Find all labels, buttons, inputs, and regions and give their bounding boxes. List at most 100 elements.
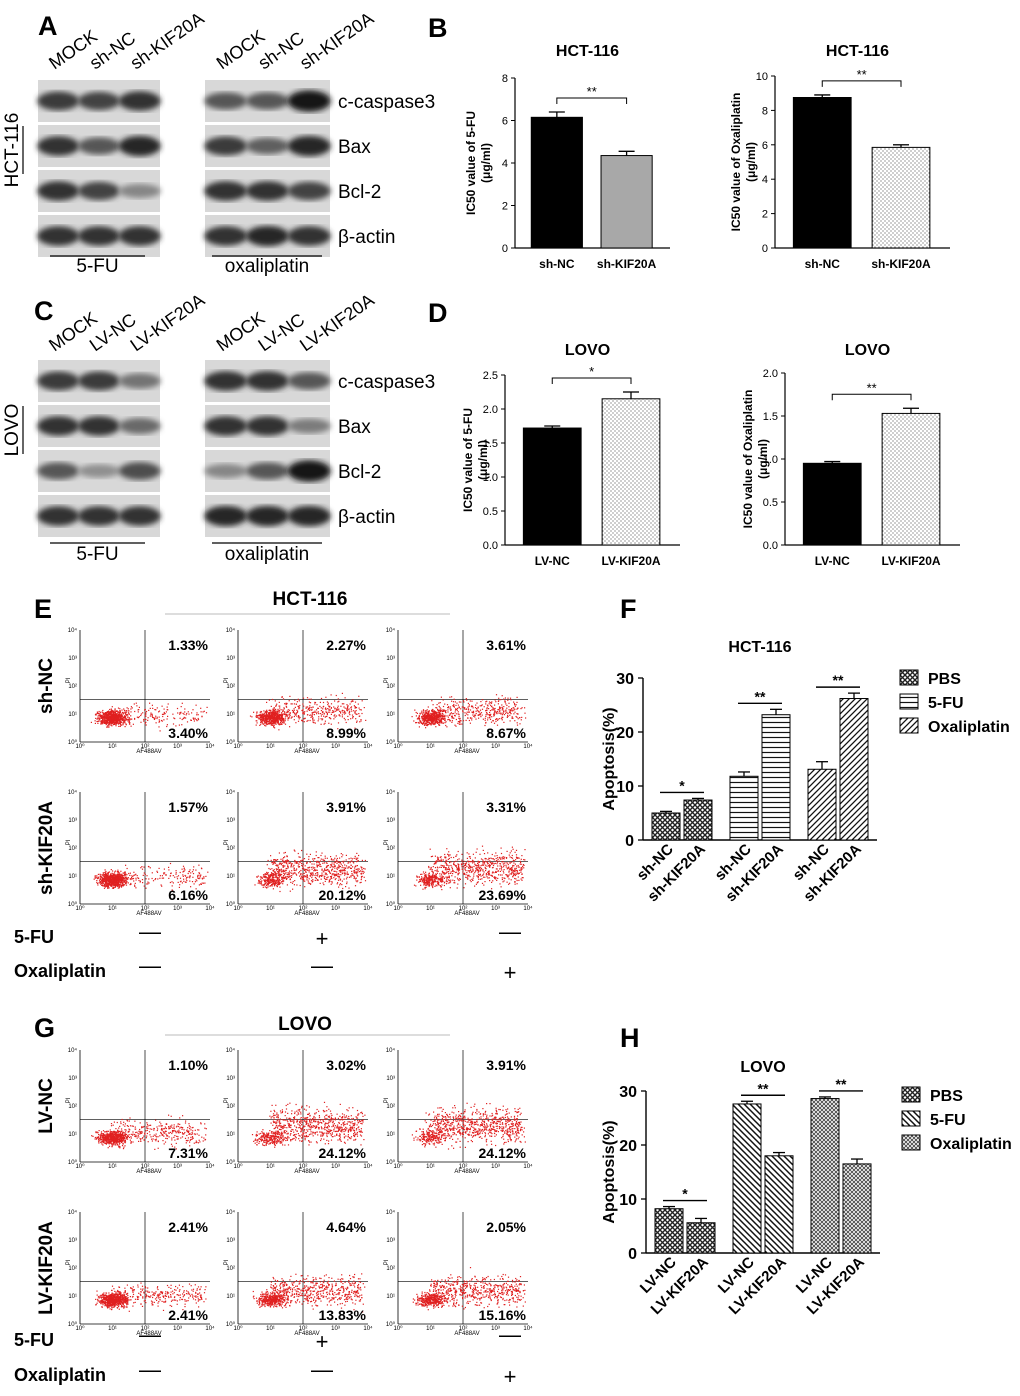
event-dot xyxy=(451,700,453,702)
event-dot xyxy=(312,866,314,868)
event-dot xyxy=(440,721,442,723)
event-dot xyxy=(174,718,176,720)
event-dot xyxy=(265,884,268,887)
event-dot xyxy=(151,715,153,717)
event-dot xyxy=(120,711,122,713)
drug-label: oxaliplatin xyxy=(225,544,310,565)
event-dot xyxy=(177,712,179,714)
event-dot xyxy=(302,867,304,869)
event-dot xyxy=(271,723,273,725)
event-dot xyxy=(281,696,283,698)
event-dot xyxy=(163,868,165,870)
event-dot xyxy=(279,707,281,709)
event-dot xyxy=(437,722,439,724)
event-dot xyxy=(150,712,152,714)
event-dot xyxy=(102,881,104,883)
event-dot xyxy=(109,708,111,711)
event-dot xyxy=(110,724,112,726)
event-dot xyxy=(361,866,363,869)
event-dot xyxy=(326,874,328,876)
event-dot xyxy=(267,859,269,862)
event-dot xyxy=(516,701,518,703)
event-dot xyxy=(432,715,434,717)
event-dot xyxy=(330,865,333,867)
event-dot xyxy=(316,864,318,866)
event-dot xyxy=(115,875,117,877)
event-dot xyxy=(268,882,270,884)
event-dot xyxy=(179,884,181,886)
plot-x-label: AF488AV xyxy=(294,749,319,755)
protein-label: Bcl-2 xyxy=(338,462,381,483)
event-dot xyxy=(189,877,191,879)
bar xyxy=(764,1155,794,1254)
event-dot xyxy=(266,879,268,881)
chart-apoptosis-lovo: LOVO0102030Apoptosis(%)LV-NCLV-KIF20A*LV… xyxy=(601,1059,1012,1318)
event-dot xyxy=(292,710,294,713)
event-dot xyxy=(267,874,269,876)
event-dot xyxy=(198,864,200,866)
event-dot xyxy=(108,711,110,713)
event-dot xyxy=(359,882,361,884)
legend-label: Oxaliplatin xyxy=(930,1136,1012,1153)
event-dot xyxy=(360,709,362,711)
event-dot xyxy=(335,859,338,861)
event-dot xyxy=(187,876,189,878)
event-dot xyxy=(424,710,426,712)
event-dot xyxy=(273,885,276,887)
event-dot xyxy=(333,715,335,717)
event-dot xyxy=(183,716,185,718)
event-dot xyxy=(130,878,132,880)
blot-band xyxy=(118,91,161,111)
event-dot xyxy=(315,877,317,879)
event-dot xyxy=(500,847,502,849)
event-dot xyxy=(125,864,127,866)
event-dot xyxy=(327,702,329,704)
event-dot xyxy=(524,707,526,709)
plot-x-tick: 10³ xyxy=(331,906,340,912)
event-dot xyxy=(100,883,102,885)
event-dot xyxy=(176,878,179,880)
event-dot xyxy=(432,719,434,721)
event-dot xyxy=(497,710,499,713)
event-dot xyxy=(269,875,271,877)
event-dot xyxy=(99,880,101,882)
event-dot xyxy=(436,722,438,724)
event-dot xyxy=(314,870,316,872)
event-dot xyxy=(454,711,456,713)
event-dot xyxy=(453,706,455,708)
event-dot xyxy=(310,706,312,709)
event-dot xyxy=(266,718,268,720)
event-dot xyxy=(312,713,314,715)
event-dot xyxy=(320,865,322,868)
event-dot xyxy=(441,721,443,723)
event-dot xyxy=(124,721,126,723)
event-dot xyxy=(520,719,522,721)
event-dot xyxy=(346,871,348,873)
event-dot xyxy=(425,884,428,886)
bar xyxy=(881,412,941,546)
event-dot xyxy=(355,710,357,712)
event-dot xyxy=(342,712,344,714)
event-dot xyxy=(114,875,116,877)
event-dot xyxy=(311,716,313,718)
event-dot xyxy=(322,858,324,860)
event-dot xyxy=(435,707,437,709)
event-dot xyxy=(162,713,165,715)
event-dot xyxy=(121,875,123,877)
event-dot xyxy=(132,877,135,880)
event-dot xyxy=(275,715,277,717)
plot-y-tick: 10² xyxy=(226,846,235,852)
event-dot xyxy=(312,718,314,720)
event-dot xyxy=(496,855,498,857)
event-dot xyxy=(270,719,272,721)
event-dot xyxy=(263,710,265,712)
event-dot xyxy=(107,886,110,888)
event-dot xyxy=(292,873,294,875)
event-dot xyxy=(182,865,185,867)
plot-x-tick: 10³ xyxy=(331,744,340,750)
event-dot xyxy=(354,867,356,869)
event-dot xyxy=(111,722,113,725)
event-dot xyxy=(270,711,272,713)
event-dot xyxy=(348,866,351,868)
event-dot xyxy=(111,709,113,711)
